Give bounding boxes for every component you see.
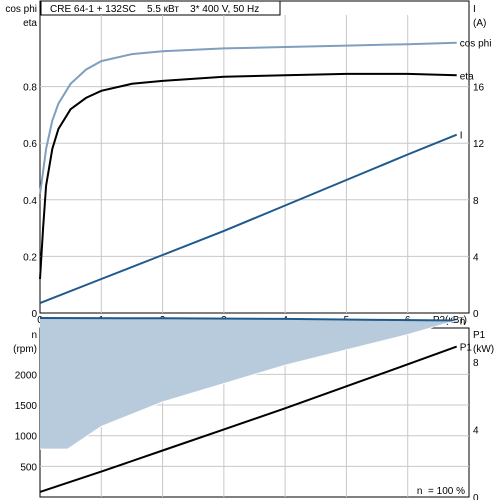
- upper-right-tick-label: 8: [473, 196, 479, 207]
- upper-right-axis-label-1: I: [473, 4, 476, 15]
- lower-right-tick-label: 4: [473, 425, 479, 436]
- lower-right-axis-label-1: P1: [473, 330, 486, 341]
- upper-left-axis-label-2: eta: [23, 18, 37, 29]
- series-line-eta: [39, 72, 457, 280]
- lower-left-tick-label: 2000: [15, 370, 38, 381]
- series-label-eta: eta: [460, 71, 474, 82]
- series-label-n: n: [460, 316, 466, 327]
- series-line-cos-phi: [39, 41, 457, 195]
- upper-left-tick-label: 0: [31, 309, 37, 320]
- series-label-current: I: [460, 131, 463, 142]
- chart-title: CRE 64-1 + 132SC 5.5 кВт 3* 400 V, 50 Hz: [50, 4, 259, 15]
- upper-left-axis-label-1: cos phi: [5, 4, 37, 15]
- lower-left-tick-label: 500: [20, 462, 37, 473]
- upper-left-tick-label: 0.4: [23, 196, 37, 207]
- upper-right-tick-label: 16: [473, 83, 485, 94]
- upper-right-tick-label: 0: [473, 309, 479, 320]
- lower-right-tick-label: 8: [473, 358, 479, 369]
- upper-left-tick-label: 0.8: [23, 83, 37, 94]
- series-label-cos-phi: cos phi: [460, 39, 492, 50]
- series-line-max-speed: [39, 317, 457, 322]
- upper-right-axis-label-2: (A): [473, 18, 486, 29]
- lower-right-tick-label: 0: [473, 493, 479, 500]
- upper-left-tick-label: 0.6: [23, 139, 37, 150]
- lower-right-axis-label-2: (kW): [473, 344, 494, 355]
- lower-left-axis-label-2: (rpm): [13, 344, 37, 355]
- upper-right-tick-label: 12: [473, 139, 485, 150]
- speed-range-area: [40, 318, 457, 450]
- lower-left-axis-label-1: n: [31, 330, 37, 341]
- speed-footer: n = 100 %: [417, 486, 465, 497]
- lower-plot: 500 1000 1500 2000 0 4 8 n P1: [15, 316, 479, 500]
- series-label-p1: P1: [460, 343, 473, 354]
- series-line-min-speed: [40, 319, 457, 450]
- upper-right-tick-label: 4: [473, 252, 479, 263]
- lower-left-tick-label: 1500: [15, 401, 38, 412]
- upper-left-tick-label: 0.2: [23, 252, 37, 263]
- lower-left-tick-label: 1000: [15, 432, 38, 443]
- title-box: [40, 0, 281, 16]
- series-line-current: [39, 133, 458, 305]
- series-line-p1: [39, 345, 458, 493]
